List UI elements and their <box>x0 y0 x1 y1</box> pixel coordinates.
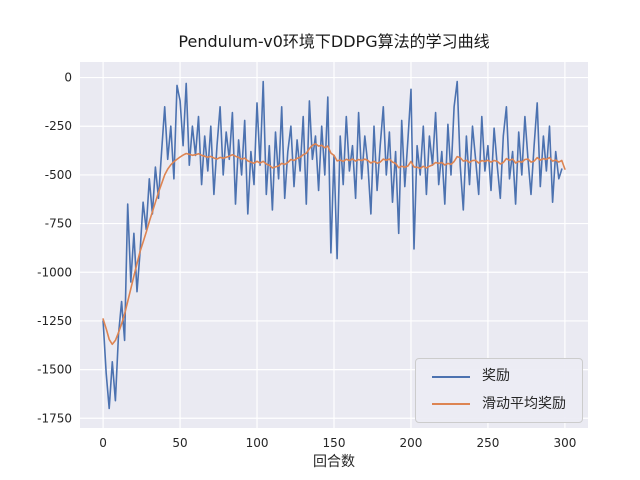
x-tick-label: 50 <box>172 436 187 450</box>
legend-item-moving-average: 滑动平均奖励 <box>432 395 566 412</box>
y-tick-label: -750 <box>45 217 72 231</box>
y-tick-label: -250 <box>45 119 72 133</box>
legend-item-reward: 奖励 <box>432 368 566 385</box>
reward-line-swatch <box>432 375 470 378</box>
y-tick-label: -1250 <box>37 314 72 328</box>
x-axis-label: 回合数 <box>313 454 355 470</box>
y-tick-label: -1750 <box>37 411 72 425</box>
x-tick-label: 100 <box>246 436 269 450</box>
x-tick-label: 300 <box>553 436 576 450</box>
legend: 奖励 滑动平均奖励 <box>415 358 583 423</box>
moving-average-line <box>102 143 566 346</box>
legend-label-moving-average: 滑动平均奖励 <box>482 395 566 412</box>
x-tick-label: 250 <box>476 436 499 450</box>
moving-average-line-swatch <box>432 403 470 406</box>
x-tick-label: 0 <box>99 436 107 450</box>
x-tick-label: 150 <box>323 436 346 450</box>
chart-title: Pendulum-v0环境下DDPG算法的学习曲线 <box>178 32 490 51</box>
legend-label-reward: 奖励 <box>482 368 510 385</box>
y-tick-label: -1000 <box>37 265 72 279</box>
y-tick-label: -500 <box>45 168 72 182</box>
y-tick-label: -1500 <box>37 363 72 377</box>
y-tick-label: 0 <box>64 71 72 85</box>
reward-line <box>102 80 563 410</box>
x-tick-label: 200 <box>400 436 423 450</box>
